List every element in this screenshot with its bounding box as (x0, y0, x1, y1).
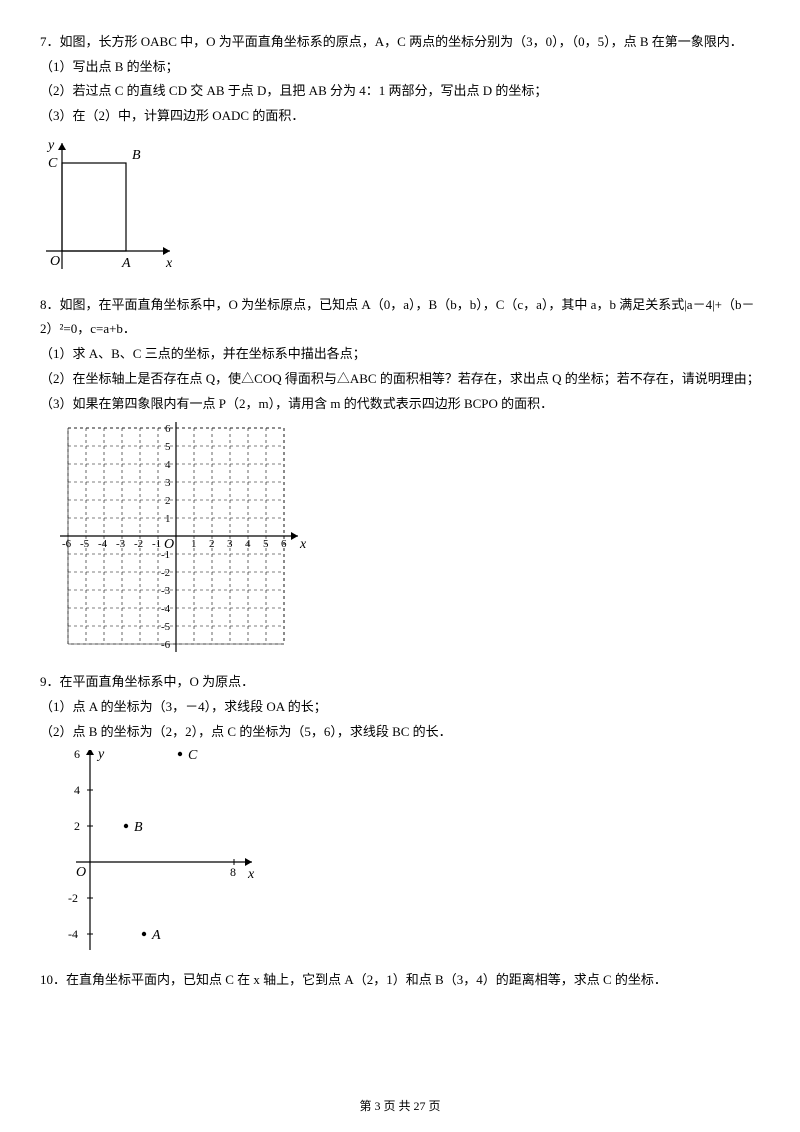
q7-figure: O A B Cx y (40, 135, 760, 275)
svg-text:2: 2 (74, 819, 80, 833)
svg-text:3: 3 (227, 538, 233, 550)
svg-text:O: O (164, 537, 174, 552)
svg-text:O: O (50, 254, 60, 269)
svg-text:A: A (151, 928, 161, 943)
svg-text:8: 8 (230, 865, 236, 879)
svg-text:x: x (247, 867, 255, 882)
q9-part2: （2）点 B 的坐标为（2，2），点 C 的坐标为（5，6），求线段 BC 的长… (40, 720, 760, 745)
svg-text:6: 6 (165, 423, 171, 435)
q10-stem: 10．在直角坐标平面内，已知点 C 在 x 轴上，它到点 A（2，1）和点 B（… (40, 968, 760, 993)
svg-text:1: 1 (191, 538, 197, 550)
svg-text:-5: -5 (161, 621, 171, 633)
svg-text:x: x (299, 537, 307, 552)
q7-part3: （3）在（2）中，计算四边形 OADC 的面积． (40, 104, 760, 129)
svg-text:-6: -6 (161, 639, 171, 651)
footer-text: 第 3 页 共 27 页 (359, 1099, 440, 1113)
svg-text:-5: -5 (80, 538, 90, 550)
svg-text:-2: -2 (68, 891, 78, 905)
svg-text:y: y (46, 138, 55, 153)
svg-text:y: y (96, 750, 105, 762)
problem-10: 10．在直角坐标平面内，已知点 C 在 x 轴上，它到点 A（2，1）和点 B（… (40, 968, 760, 993)
svg-text:-6: -6 (62, 538, 72, 550)
svg-text:x: x (165, 256, 173, 271)
svg-text:A: A (121, 256, 131, 271)
q7-part1: （1）写出点 B 的坐标； (40, 55, 760, 80)
svg-text:-3: -3 (116, 538, 126, 550)
q9-figure: 8 2 4 6 -2 -4 Ox y A B C (40, 750, 760, 950)
svg-text:-2: -2 (161, 567, 170, 579)
q8-part2: （2）在坐标轴上是否存在点 Q，使△COQ 得面积与△ABC 的面积相等？若存在… (40, 367, 760, 392)
svg-text:-1: -1 (152, 538, 161, 550)
q8-stem: 8．如图，在平面直角坐标系中，O 为坐标原点，已知点 A（0，a），B（b，b）… (40, 293, 760, 342)
svg-text:4: 4 (165, 459, 171, 471)
svg-text:-4: -4 (161, 603, 171, 615)
q8-part1: （1）求 A、B、C 三点的坐标，并在坐标系中描出各点； (40, 342, 760, 367)
q7-stem: 7．如图，长方形 OABC 中，O 为平面直角坐标系的原点，A，C 两点的坐标分… (40, 30, 760, 55)
svg-text:6: 6 (74, 750, 80, 761)
problem-8: 8．如图，在平面直角坐标系中，O 为坐标原点，已知点 A（0，a），B（b，b）… (40, 293, 760, 652)
q8-part3: （3）如果在第四象限内有一点 P（2，m），请用含 m 的代数式表示四边形 BC… (40, 392, 760, 417)
svg-text:-4: -4 (68, 927, 78, 941)
svg-text:2: 2 (209, 538, 215, 550)
svg-text:O: O (76, 865, 86, 880)
svg-text:5: 5 (165, 441, 171, 453)
svg-text:2: 2 (165, 495, 171, 507)
problem-7: 7．如图，长方形 OABC 中，O 为平面直角坐标系的原点，A，C 两点的坐标分… (40, 30, 760, 275)
svg-text:B: B (132, 148, 141, 163)
svg-text:-4: -4 (98, 538, 108, 550)
svg-text:4: 4 (74, 783, 80, 797)
svg-text:6: 6 (281, 538, 287, 550)
q9-stem: 9．在平面直角坐标系中，O 为原点． (40, 670, 760, 695)
page-footer: 第 3 页 共 27 页 (0, 1095, 800, 1118)
problem-9: 9．在平面直角坐标系中，O 为原点． （1）点 A 的坐标为（3，－4），求线段… (40, 670, 760, 950)
svg-text:C: C (48, 156, 58, 171)
svg-text:-3: -3 (161, 585, 171, 597)
svg-text:-2: -2 (134, 538, 143, 550)
svg-text:B: B (134, 820, 143, 835)
q7-part2: （2）若过点 C 的直线 CD 交 AB 于点 D，且把 AB 分为 4：1 两… (40, 79, 760, 104)
q9-part1: （1）点 A 的坐标为（3，－4），求线段 OA 的长； (40, 695, 760, 720)
svg-text:5: 5 (263, 538, 269, 550)
q8-figure: -6-5-4-3-2-1123456-6-5-4-3-2-1123456Oxy (40, 422, 760, 652)
svg-text:C: C (188, 750, 198, 763)
svg-text:4: 4 (245, 538, 251, 550)
svg-text:3: 3 (165, 477, 171, 489)
svg-text:1: 1 (165, 513, 171, 525)
